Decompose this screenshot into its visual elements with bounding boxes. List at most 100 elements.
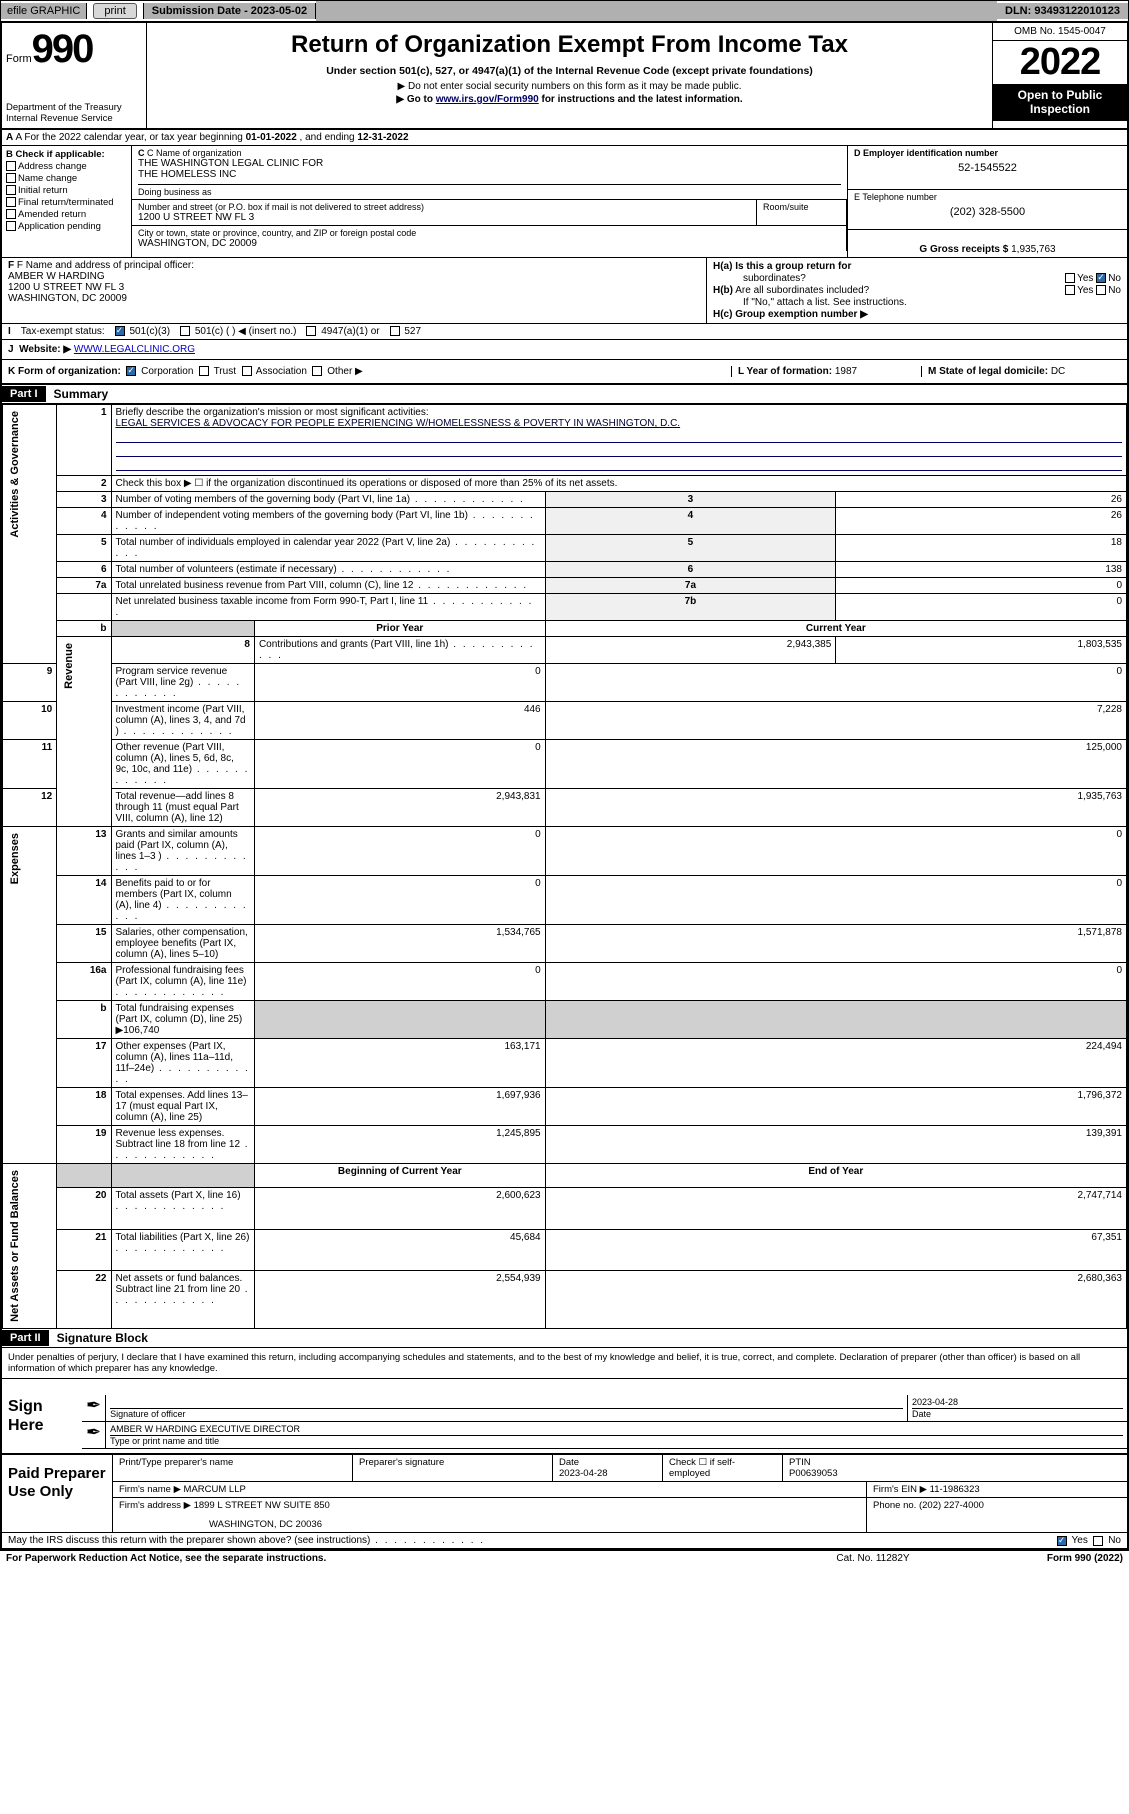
table-row: bTotal fundraising expenses (Part IX, co…: [3, 1001, 1127, 1039]
form-note-2: ▶ Go to www.irs.gov/Form990 for instruct…: [151, 94, 988, 105]
chk-assoc[interactable]: [242, 366, 252, 376]
table-row: 4Number of independent voting members of…: [3, 508, 1127, 535]
gross-value: 1,935,763: [1011, 244, 1056, 255]
side-governance: Activities & Governance: [7, 407, 23, 542]
table-row: 12Total revenue—add lines 8 through 11 (…: [3, 789, 1127, 827]
row-a: A A For the 2022 calendar year, or tax y…: [2, 130, 1127, 146]
table-row: 19Revenue less expenses. Subtract line 1…: [3, 1126, 1127, 1164]
table-row: 22Net assets or fund balances. Subtract …: [3, 1270, 1127, 1328]
chk-ha-no[interactable]: [1096, 273, 1106, 283]
form-header: Form990 Department of the Treasury Inter…: [2, 23, 1127, 130]
dept-treasury: Department of the Treasury: [6, 102, 142, 113]
year-formation: 1987: [835, 366, 857, 377]
omb-number: OMB No. 1545-0047: [993, 23, 1127, 41]
chk-app-pending[interactable]: Application pending: [6, 221, 127, 232]
open-to-public: Open to Public Inspection: [993, 84, 1127, 121]
table-row: Net unrelated business taxable income fr…: [3, 594, 1127, 621]
dba-label: Doing business as: [138, 184, 841, 197]
efile-label: efile GRAPHIC: [1, 3, 87, 19]
print-button[interactable]: print: [93, 3, 136, 19]
chk-corp[interactable]: [126, 366, 136, 376]
header-left: Form990 Department of the Treasury Inter…: [2, 23, 147, 128]
prep-date: 2023-04-28: [559, 1468, 608, 1479]
cat-no: Cat. No. 11282Y: [773, 1553, 973, 1564]
firm-addr-2: WASHINGTON, DC 20036: [119, 1511, 860, 1530]
officer-addr1: 1200 U STREET NW FL 3: [8, 282, 700, 293]
summary-table: Activities & Governance 1 Briefly descri…: [2, 404, 1127, 1329]
col-de: D Employer identification number 52-1545…: [847, 146, 1127, 257]
suite-label: Room/suite: [763, 202, 840, 212]
form-title: Return of Organization Exempt From Incom…: [151, 31, 988, 59]
header-center: Return of Organization Exempt From Incom…: [147, 23, 992, 128]
state-domicile: DC: [1051, 366, 1065, 377]
row-i-tax-status: I Tax-exempt status: 501(c)(3) 501(c) ( …: [2, 324, 1127, 340]
chk-other[interactable]: [312, 366, 322, 376]
sig-date: 2023-04-28: [912, 1397, 1123, 1409]
row-k-form-org: K Form of organization: Corporation Trus…: [2, 360, 1127, 385]
irs-discuss-row: May the IRS discuss this return with the…: [2, 1533, 1127, 1549]
self-emp-check[interactable]: Check ☐ if self-employed: [663, 1455, 783, 1481]
pen-icon: ✒: [82, 1395, 105, 1421]
officer-name-title: AMBER W HARDING EXECUTIVE DIRECTOR: [110, 1424, 1123, 1436]
chk-501c[interactable]: [180, 326, 190, 336]
chk-527[interactable]: [390, 326, 400, 336]
chk-final-return[interactable]: Final return/terminated: [6, 197, 127, 208]
irs-link[interactable]: www.irs.gov/Form990: [436, 94, 539, 105]
chk-trust[interactable]: [199, 366, 209, 376]
firm-ein: 11-1986323: [930, 1484, 980, 1495]
part-1-header: Part I Summary: [2, 385, 1127, 404]
website-link[interactable]: WWW.LEGALCLINIC.ORG: [74, 344, 195, 355]
tel-label: E Telephone number: [854, 192, 1121, 202]
officer-name: AMBER W HARDING: [8, 271, 700, 282]
table-row: 3Number of voting members of the governi…: [3, 492, 1127, 508]
tel-value: (202) 328-5500: [854, 202, 1121, 218]
side-expenses: Expenses: [7, 829, 23, 888]
org-street: 1200 U STREET NW FL 3: [138, 212, 750, 223]
chk-ha-yes[interactable]: [1065, 273, 1075, 283]
col-b-checkboxes: B Check if applicable: Address change Na…: [2, 146, 132, 257]
ein-value: 52-1545522: [854, 158, 1121, 174]
chk-discuss-no[interactable]: [1093, 1536, 1103, 1546]
tax-year: 2022: [993, 41, 1127, 84]
table-row: 11Other revenue (Part VIII, column (A), …: [3, 740, 1127, 789]
chk-hb-no[interactable]: [1096, 285, 1106, 295]
irs-label: Internal Revenue Service: [6, 113, 142, 124]
table-row: 7aTotal unrelated business revenue from …: [3, 578, 1127, 594]
table-row: 9Program service revenue (Part VIII, lin…: [3, 664, 1127, 702]
pra-notice: For Paperwork Reduction Act Notice, see …: [6, 1553, 773, 1564]
chk-address-change[interactable]: Address change: [6, 161, 127, 172]
col-c-org: C C Name of organization THE WASHINGTON …: [132, 146, 847, 257]
table-row: 5Total number of individuals employed in…: [3, 535, 1127, 562]
signature-block: Under penalties of perjury, I declare th…: [2, 1348, 1127, 1455]
page-footer: For Paperwork Reduction Act Notice, see …: [0, 1551, 1129, 1566]
chk-hb-yes[interactable]: [1065, 285, 1075, 295]
chk-4947[interactable]: [306, 326, 316, 336]
table-row: 18Total expenses. Add lines 13–17 (must …: [3, 1088, 1127, 1126]
org-city: WASHINGTON, DC 20009: [138, 238, 840, 249]
penalty-declaration: Under penalties of perjury, I declare th…: [2, 1348, 1127, 1379]
pen-icon: ✒: [82, 1422, 105, 1448]
chk-initial-return[interactable]: Initial return: [6, 185, 127, 196]
col-h-group: H(a) Is this a group return for subordin…: [707, 258, 1127, 323]
street-label: Number and street (or P.O. box if mail i…: [138, 202, 750, 212]
ptin-value: P00639053: [789, 1468, 838, 1479]
table-row: 16aProfessional fundraising fees (Part I…: [3, 963, 1127, 1001]
chk-amended-return[interactable]: Amended return: [6, 209, 127, 220]
table-row: 6Total number of volunteers (estimate if…: [3, 562, 1127, 578]
org-name-1: THE WASHINGTON LEGAL CLINIC FOR: [138, 158, 841, 169]
row-j-website: J Website: ▶ WWW.LEGALCLINIC.ORG: [2, 340, 1127, 360]
topbar-spacer: [316, 1, 997, 21]
form-subtitle: Under section 501(c), 527, or 4947(a)(1)…: [151, 65, 988, 77]
chk-name-change[interactable]: Name change: [6, 173, 127, 184]
prep-name-label: Print/Type preparer's name: [113, 1455, 353, 1481]
sign-here-label: Sign Here: [2, 1379, 72, 1453]
table-row: 10Investment income (Part VIII, column (…: [3, 702, 1127, 740]
city-label: City or town, state or province, country…: [138, 228, 840, 238]
officer-addr2: WASHINGTON, DC 20009: [8, 293, 700, 304]
table-row: 14Benefits paid to or for members (Part …: [3, 876, 1127, 925]
dln: DLN: 93493122010123: [997, 3, 1128, 19]
mission-text: LEGAL SERVICES & ADVOCACY FOR PEOPLE EXP…: [116, 418, 681, 429]
chk-501c3[interactable]: [115, 326, 125, 336]
form-note-1: ▶ Do not enter social security numbers o…: [151, 81, 988, 92]
chk-discuss-yes[interactable]: [1057, 1536, 1067, 1546]
